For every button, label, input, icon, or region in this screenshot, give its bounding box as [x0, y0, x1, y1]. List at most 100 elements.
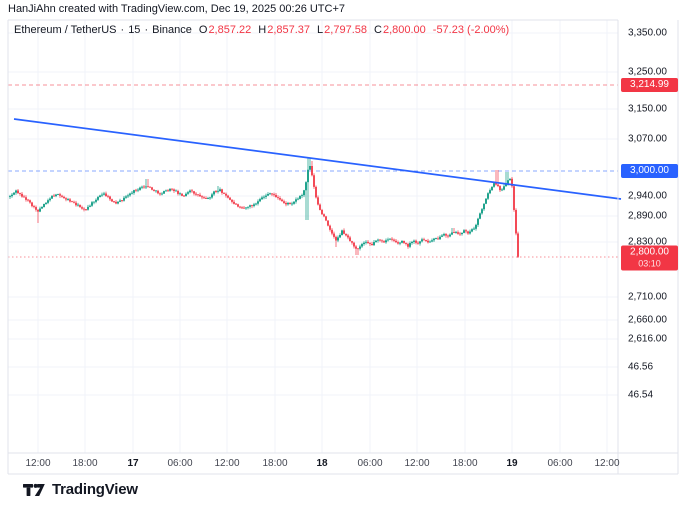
- candle-body: [449, 234, 451, 237]
- candle-body: [407, 243, 409, 247]
- candle-body: [509, 178, 511, 181]
- candle-body: [491, 186, 493, 191]
- symbol-name[interactable]: Ethereum / TetherUS: [14, 24, 117, 36]
- candle-body: [69, 199, 71, 202]
- candle-body: [445, 234, 447, 236]
- candle-body: [287, 202, 289, 205]
- candle-body: [355, 246, 357, 249]
- candle-body: [387, 239, 389, 241]
- candle-body: [143, 186, 145, 188]
- candle-body: [35, 207, 37, 210]
- candle-body: [137, 189, 139, 191]
- candle-body: [437, 238, 439, 240]
- price-tick: 2,940.00: [628, 190, 667, 202]
- candle-body: [485, 198, 487, 204]
- candle-body: [123, 197, 125, 201]
- candle-body: [231, 199, 233, 202]
- close-value: 2,800.00: [382, 24, 426, 36]
- candle-body: [153, 189, 155, 191]
- candle-body: [57, 193, 59, 195]
- candle-body: [303, 190, 305, 196]
- candle-body: [319, 204, 321, 210]
- candle-body: [453, 232, 455, 233]
- time-tick: 06:00: [547, 458, 573, 469]
- candle-body: [71, 201, 73, 203]
- candle-body: [75, 202, 77, 206]
- trendline-drawing[interactable]: [13, 118, 622, 200]
- change-value: -57.23 (-2.00%): [432, 24, 510, 36]
- candle-body: [271, 193, 273, 195]
- candle-body: [331, 229, 333, 234]
- price-badge-level: 3,000.00: [621, 164, 678, 178]
- candle-body: [463, 230, 465, 233]
- candle-body: [43, 203, 45, 207]
- candle-body: [423, 239, 425, 241]
- candle-body: [295, 199, 297, 202]
- candle-body: [329, 225, 331, 230]
- candle-body: [205, 197, 207, 199]
- candle-body: [419, 241, 421, 244]
- candle-body: [49, 198, 51, 201]
- candle-body: [155, 190, 157, 192]
- candle-body: [253, 204, 255, 207]
- candle-body: [381, 240, 383, 242]
- candle-body: [301, 195, 303, 197]
- candle-body: [247, 206, 249, 208]
- candle-body: [367, 241, 369, 244]
- candle-body: [517, 233, 519, 257]
- candle-body: [391, 238, 393, 240]
- candle-body: [87, 206, 89, 210]
- candle-body: [15, 190, 17, 193]
- candle-body: [175, 190, 177, 192]
- candle-body: [81, 207, 83, 209]
- interval-label[interactable]: 15: [128, 24, 141, 36]
- candle-body: [383, 241, 385, 243]
- candle-body: [159, 193, 161, 195]
- time-tick-day: 17: [127, 458, 139, 469]
- price-badge-label: 3,214.99: [630, 79, 669, 90]
- price-tick: 2,710.00: [628, 291, 667, 303]
- candle-body: [411, 241, 413, 244]
- candle-body: [101, 194, 103, 196]
- candle-body: [307, 169, 309, 183]
- candle-body: [337, 237, 339, 241]
- time-tick: 18:00: [262, 458, 288, 469]
- candle-body: [59, 194, 61, 196]
- time-tick-day: 19: [506, 458, 518, 469]
- candle-body: [39, 208, 41, 212]
- candle-body: [335, 236, 337, 241]
- candle-body: [167, 190, 169, 192]
- candle-body: [111, 199, 113, 202]
- candle-body: [361, 244, 363, 247]
- candle-body: [103, 193, 105, 195]
- candle-body: [135, 189, 137, 191]
- candle-body: [339, 234, 341, 238]
- candle-body: [389, 238, 391, 240]
- time-tick: 12:00: [214, 458, 240, 469]
- time-tick: 06:00: [357, 458, 383, 469]
- candle-body: [199, 194, 201, 197]
- candle-body: [33, 206, 35, 208]
- low-value: 2,797.58: [324, 24, 367, 36]
- candle-body: [415, 240, 417, 243]
- time-tick: 12:00: [404, 458, 430, 469]
- candle-body: [317, 197, 319, 205]
- candle-body: [333, 233, 335, 237]
- candle-body: [19, 193, 21, 194]
- time-tick: 12:00: [594, 458, 620, 469]
- price-tick: 3,350.00: [628, 27, 667, 39]
- candle-body: [277, 197, 279, 199]
- candle-body: [141, 186, 143, 188]
- candle-body: [197, 194, 199, 196]
- candle-body: [187, 192, 189, 194]
- tradingview-logo[interactable]: TradingView: [22, 481, 138, 498]
- candle-body: [213, 191, 215, 195]
- candle-body: [431, 240, 433, 242]
- candle-body: [443, 234, 445, 236]
- candle-body: [405, 242, 407, 244]
- candle-body: [321, 209, 323, 215]
- candle-body: [245, 207, 247, 209]
- candle-body: [161, 193, 163, 195]
- candle-body: [255, 203, 257, 205]
